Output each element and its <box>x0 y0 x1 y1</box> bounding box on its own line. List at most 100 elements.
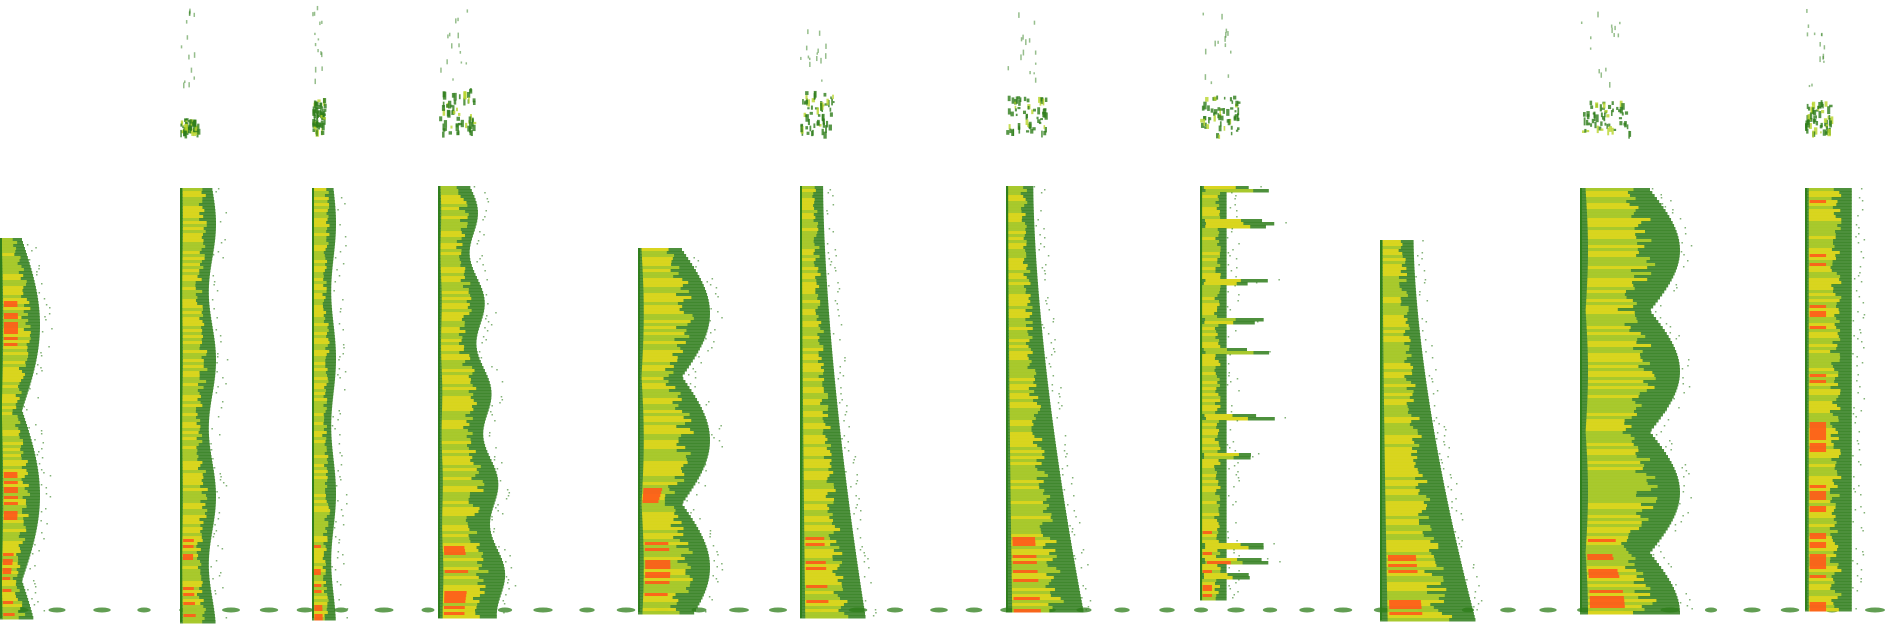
noise-speck <box>478 351 481 353</box>
noise-speck <box>219 473 222 475</box>
spectral-core <box>1808 470 1837 474</box>
noise-speck <box>37 397 39 399</box>
spectral-core <box>1202 312 1215 316</box>
spectral-core <box>1587 485 1658 489</box>
spectral-core <box>313 395 324 399</box>
spectral-core <box>313 326 328 330</box>
noise-speck <box>839 339 841 341</box>
faint-speck <box>317 48 319 53</box>
spectral-core <box>313 434 323 438</box>
faint-speck <box>1806 8 1808 13</box>
energy-peak <box>1809 422 1827 426</box>
spectral-core <box>1587 251 1639 255</box>
noise-speck <box>219 434 221 436</box>
spectral-core <box>1009 351 1033 355</box>
spectral-core <box>1202 567 1221 571</box>
spectral-core <box>1385 498 1431 502</box>
spectral-core <box>442 384 473 388</box>
spectral-core <box>442 540 471 544</box>
harmonic-speck <box>1817 105 1820 110</box>
spectral-core <box>1585 431 1623 435</box>
spectral-core <box>1009 369 1036 373</box>
harmonic-speck <box>1590 105 1594 109</box>
faint-speck <box>465 62 468 65</box>
spectral-core <box>182 197 203 201</box>
spectral-core <box>1010 513 1052 517</box>
spectral-core <box>441 204 468 208</box>
spectral-core <box>803 477 828 481</box>
spectral-core <box>3 478 22 482</box>
spectral-core <box>1202 285 1221 289</box>
spectral-core <box>1587 344 1652 348</box>
spectral-core <box>1202 522 1219 526</box>
noise-speck <box>1080 567 1083 569</box>
noise-speck <box>1238 390 1240 392</box>
spectral-core <box>313 464 325 468</box>
spectral-core <box>182 296 198 300</box>
spectral-core <box>442 387 477 391</box>
spectral-core <box>1011 573 1047 577</box>
spectral-core <box>1587 584 1646 588</box>
spectral-core <box>313 485 328 489</box>
harmonic-speck <box>1829 104 1833 108</box>
spectral-core <box>313 293 323 297</box>
noise-speck <box>1454 531 1457 533</box>
noise-speck <box>708 401 710 403</box>
noise-speck <box>339 452 341 454</box>
spectral-core <box>1383 372 1413 376</box>
harmonic-speck <box>321 113 325 120</box>
noise-speck <box>1062 474 1064 476</box>
noise-speck <box>1852 587 1854 589</box>
spectral-core <box>442 534 469 538</box>
energy-peak <box>1809 485 1827 489</box>
spectral-core <box>1202 462 1221 466</box>
noise-speck <box>1070 483 1073 485</box>
spectral-core <box>2 361 26 365</box>
spectral-core <box>1010 483 1039 487</box>
spectral-core <box>1010 453 1043 457</box>
noise-speck <box>1443 444 1446 446</box>
spectral-core <box>1587 398 1633 402</box>
energy-peak <box>1809 425 1827 429</box>
spectral-core <box>1010 477 1037 481</box>
spectral-core <box>1202 216 1221 220</box>
harmonic-speck <box>320 120 324 129</box>
spectral-core <box>440 264 461 268</box>
noise-speck <box>486 330 489 332</box>
spectral-core <box>313 521 329 525</box>
noise-speck <box>338 539 341 541</box>
noise-speck <box>218 575 221 577</box>
spectral-core <box>1205 189 1254 193</box>
spectral-core <box>442 501 469 505</box>
spectral-core <box>1808 419 1839 423</box>
spectral-core <box>182 329 203 333</box>
spectral-core <box>643 455 686 459</box>
spectral-core <box>1587 365 1639 369</box>
noise-speck <box>215 530 218 532</box>
spectral-core <box>182 584 202 588</box>
spectral-core <box>313 575 324 579</box>
spectral-core <box>1205 279 1241 283</box>
noise-speck <box>1861 200 1864 202</box>
spectral-core <box>1202 204 1220 208</box>
energy-peak <box>1587 539 1616 543</box>
spectral-core <box>1202 297 1215 301</box>
spectral-core <box>182 275 198 279</box>
energy-peak <box>1809 533 1827 537</box>
spectral-core <box>2 358 28 362</box>
spectral-core <box>441 294 471 298</box>
noise-speck <box>1041 267 1044 269</box>
spectral-core <box>182 578 202 582</box>
spectral-core <box>1202 408 1218 412</box>
spectral-core <box>643 458 687 462</box>
spectral-core <box>313 527 326 531</box>
spectral-core <box>1586 530 1631 534</box>
harmonic-speck <box>1044 97 1048 102</box>
noise-speck <box>342 353 344 355</box>
spectral-core <box>642 347 681 351</box>
spectral-core <box>1808 386 1831 390</box>
spectral-core <box>441 312 470 316</box>
noise-speck <box>718 428 721 430</box>
spectral-core <box>803 492 828 496</box>
spectral-core <box>313 254 325 258</box>
